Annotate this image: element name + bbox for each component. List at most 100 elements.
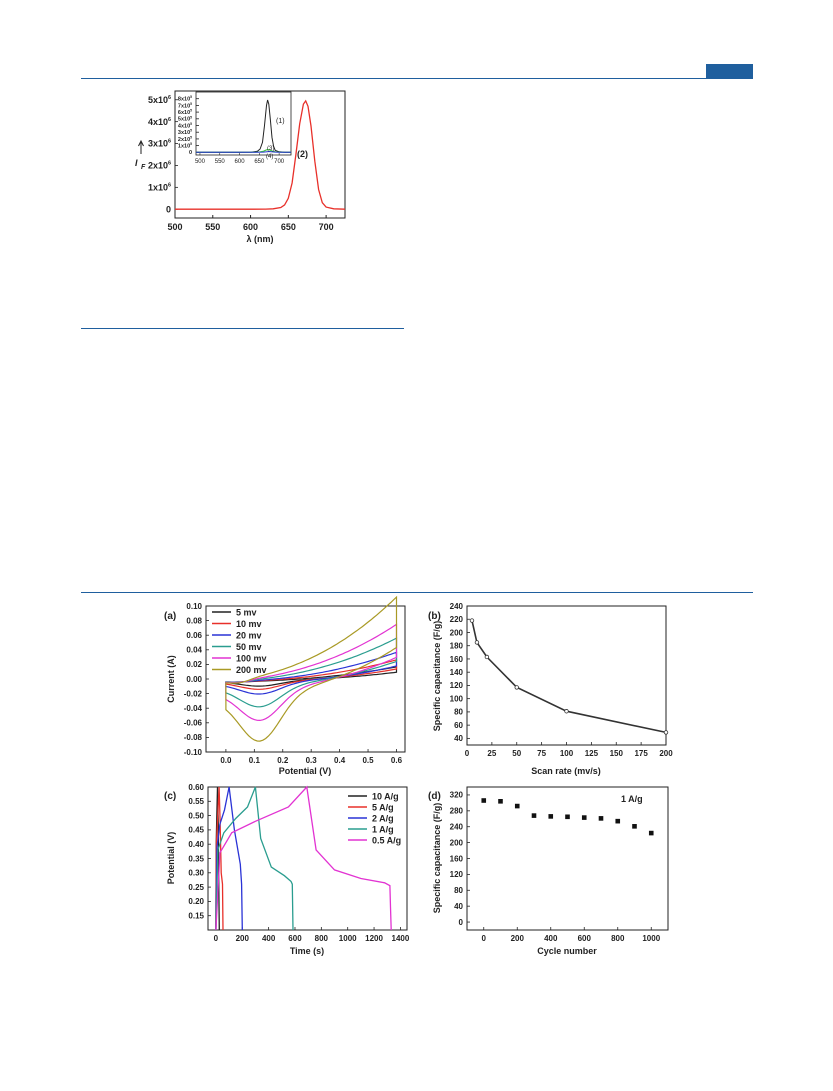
fluorescence-x-tick-label: 500 (167, 222, 182, 232)
scan-rate-x-tick-label: 150 (610, 749, 624, 758)
cycle-y-tick-label: 0 (459, 918, 464, 927)
scan-rate-y-tick-label: 220 (450, 615, 464, 624)
fluorescence-y-tick-label: 5x106 (148, 95, 171, 105)
cycle-x-tick-label: 600 (578, 934, 592, 943)
gcd-series-line (215, 786, 294, 931)
cycle-y-tick-label: 40 (454, 902, 463, 911)
cv-x-label: Potential (V) (279, 766, 332, 776)
cycle-x-tick-label: 200 (511, 934, 525, 943)
cv-x-tick-label: 0.6 (391, 756, 403, 765)
gcd-y-label: Potential (V) (166, 832, 176, 885)
cv-series-loop (225, 659, 398, 690)
scan-rate-point (474, 640, 480, 645)
gcd-y-tick-label: 0.55 (188, 797, 204, 806)
cycle-y-tick-label: 240 (450, 823, 464, 832)
cv-x-tick-label: 0.5 (362, 756, 374, 765)
gcd-legend-label: 10 A/g (372, 792, 399, 802)
series-label-2: (2) (297, 149, 308, 159)
inset-y-tick-label: 4x105 (178, 122, 192, 129)
inset-y-tick-label: 7x105 (178, 102, 192, 109)
gcd-y-tick-label: 0.45 (188, 826, 204, 835)
cycle-y-tick-label: 200 (450, 838, 464, 847)
cycle-x-tick-label: 0 (482, 934, 487, 943)
scan-rate-y-tick-label: 140 (450, 668, 464, 677)
cv-legend-label: 100 mv (236, 654, 267, 664)
cycle-point (565, 814, 570, 820)
fluorescence-y-tick-label: 1x106 (148, 182, 171, 192)
cv-legend-label: 200 mv (236, 665, 267, 675)
cycle-point (531, 813, 537, 818)
gcd-legend-label: 0.5 A/g (372, 836, 401, 846)
scan-rate-point (564, 709, 569, 714)
scan-rate-point (663, 730, 669, 735)
svg-text:F: F (141, 164, 146, 171)
gcd-y-tick-label: 0.40 (188, 840, 204, 849)
cv-series-loop (225, 623, 398, 722)
cycle-point (632, 824, 637, 829)
inset-series-label-4: (4) (266, 154, 273, 160)
gcd-x-label: Time (s) (290, 946, 324, 956)
fluorescence-y-label: I F (135, 139, 146, 171)
cv-y-tick-label: -0.02 (184, 689, 203, 698)
cv-y-tick-label: -0.06 (184, 719, 203, 728)
cv-legend-label: 20 mv (236, 631, 262, 641)
scan-rate-y-tick-label: 120 (450, 681, 464, 690)
fluorescence-plot-frame (174, 90, 346, 219)
cycle-point (598, 816, 604, 821)
inset-series-label-3: (3) (267, 146, 274, 152)
cv-x-tick-label: 0.2 (277, 756, 289, 765)
cycle-y-tick-label: 160 (450, 854, 464, 863)
scan-rate-y-tick-label: 180 (450, 642, 464, 651)
gcd-y-tick-label: 0.20 (188, 897, 204, 906)
scan-rate-y-tick-label: 80 (454, 708, 463, 717)
inset-y-tick-label: 8x105 (178, 95, 192, 102)
cycle-annotation: 1 A/g (621, 794, 643, 804)
scan-rate-x-tick-label: 175 (634, 749, 648, 758)
fluorescence-x-tick-label: 550 (205, 222, 220, 232)
cv-y-tick-label: -0.04 (184, 704, 203, 713)
gcd-y-tick-label: 0.50 (188, 811, 204, 820)
cv-y-tick-label: 0.06 (186, 631, 202, 640)
cycle-point (481, 798, 487, 803)
cycle-point (498, 799, 503, 804)
gcd-x-tick-label: 0 (214, 934, 219, 943)
cv-series-loop (225, 666, 398, 687)
header-tab-block (706, 64, 753, 78)
gcd-x-tick-label: 1400 (392, 934, 410, 943)
cv-x-tick-label: 0.1 (249, 756, 261, 765)
cycle-y-tick-label: 280 (450, 807, 464, 816)
inset-x-tick-label: 600 (235, 159, 246, 165)
cv-series-loop (225, 651, 398, 695)
cycle-x-tick-label: 1000 (642, 934, 660, 943)
fluorescence-x-label: λ (nm) (247, 234, 274, 244)
cv-y-tick-label: -0.10 (184, 748, 203, 757)
cycle-x-tick-label: 800 (611, 934, 625, 943)
fluorescence-x-tick-label: 700 (319, 222, 334, 232)
gcd-series-line (215, 786, 224, 931)
inset-y-tick-label: 3x105 (178, 129, 192, 136)
gcd-y-tick-label: 0.60 (188, 783, 204, 792)
scan-rate-line (471, 620, 667, 734)
cycle-point (514, 803, 520, 809)
cv-x-tick-label: 0.3 (306, 756, 318, 765)
fluorescence-y-tick-label: 3x106 (148, 139, 171, 149)
gcd-x-tick-label: 1200 (365, 934, 383, 943)
inset-x-tick-label: 700 (274, 159, 285, 165)
gcd-y-tick-label: 0.35 (188, 854, 204, 863)
cycle-plot-frame (466, 786, 669, 931)
cv-legend-label: 50 mv (236, 642, 262, 652)
section-rule (81, 592, 753, 593)
cv-y-tick-label: 0.00 (186, 675, 202, 684)
header-rule (81, 78, 753, 79)
cv-x-tick-label: 0.4 (334, 756, 346, 765)
fluorescence-y-tick-label: 4x106 (148, 117, 171, 127)
fluorescence-y-tick-label: 0 (166, 204, 171, 214)
panel-c-label: (c) (164, 791, 176, 802)
cv-y-tick-label: -0.08 (184, 733, 203, 742)
scan-rate-y-tick-label: 240 (450, 602, 464, 611)
cycle-point (648, 830, 654, 836)
gcd-x-tick-label: 1000 (339, 934, 357, 943)
